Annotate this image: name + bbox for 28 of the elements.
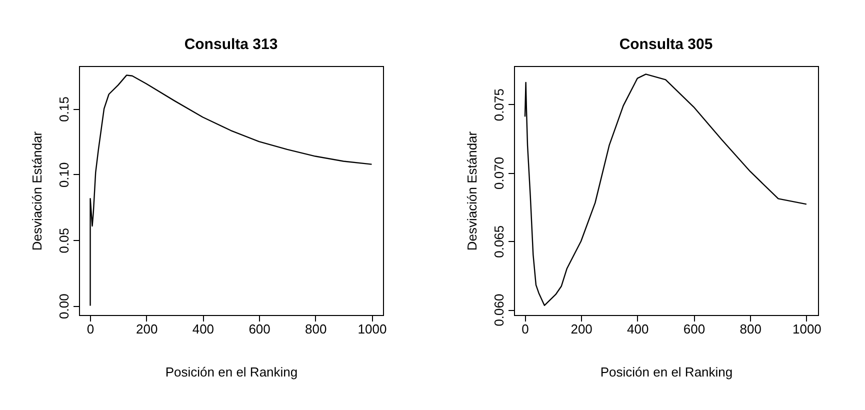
x-tick-label: 600 [683,322,706,336]
x-tick-label: 400 [192,322,214,336]
x-tick-label: 400 [627,322,649,336]
x-tick-label: 1000 [358,322,387,336]
x-tick-label: 800 [740,322,762,336]
x-tick-label: 1000 [792,322,822,336]
y-axis-title: Desviación Estándar [464,130,480,251]
line-series [524,74,808,306]
y-tick-label: 0.075 [492,88,506,122]
x-tick-label: 0 [86,322,94,336]
y-tick-label: 0.15 [56,96,72,122]
line-series [90,74,372,306]
y-tick-label: 0.10 [56,162,72,188]
x-tick-label: 200 [136,322,158,336]
y-tick-label: 0.05 [56,228,72,254]
x-tick-label: 600 [248,322,270,336]
y-tick-label: 0.060 [492,294,506,326]
x-tick-label: 200 [570,322,592,336]
x-axis-title: Posición en el Ranking [165,364,298,380]
x-tick-label: 0 [522,322,529,336]
x-axis-title: Posición en el Ranking [600,364,733,380]
y-axis-title: Desviación Estándar [30,130,44,251]
y-tick-label: 0.070 [492,156,506,190]
y-tick-label: 0.065 [492,225,506,258]
y-tick-label: 0.00 [56,294,72,319]
chart-title: Consulta 305 [619,36,713,53]
x-tick-label: 800 [305,322,327,336]
chart-title: Consulta 313 [184,36,278,53]
